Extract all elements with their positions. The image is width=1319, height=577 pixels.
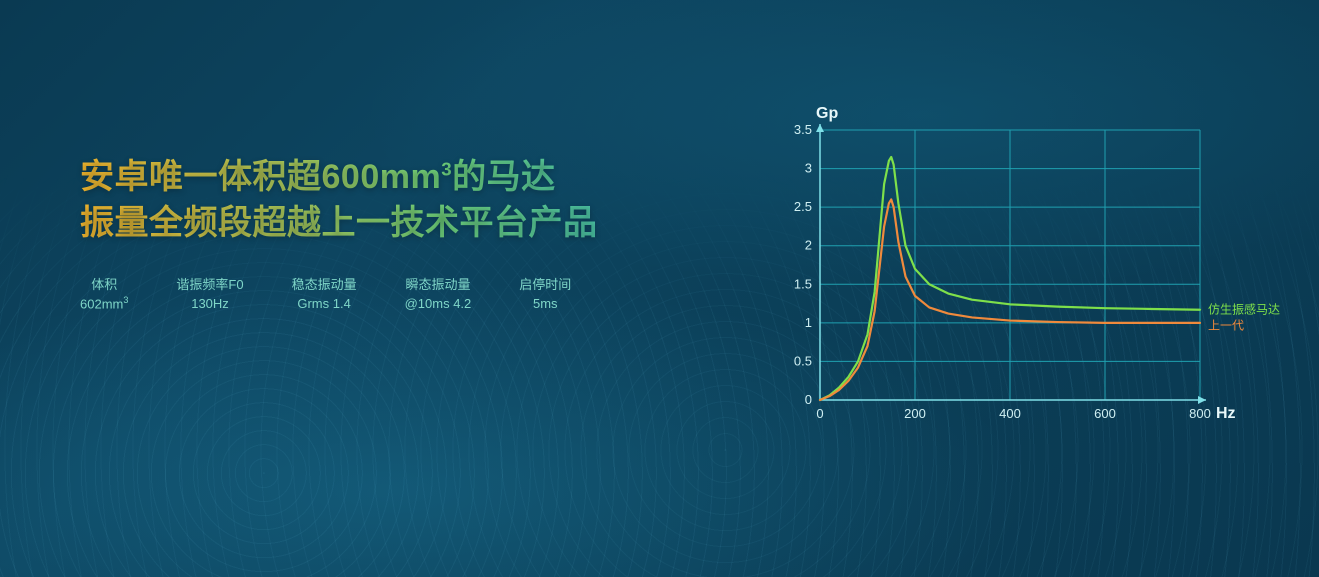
spec-label: 体积: [91, 275, 117, 295]
y-tick-label: 2: [805, 238, 812, 253]
y-tick-label: 0.5: [794, 353, 812, 368]
x-tick-label: 400: [999, 406, 1021, 421]
spec-value: @10ms 4.2: [405, 294, 472, 314]
spec-item-volume: 体积 602mm3: [80, 275, 128, 314]
spec-label: 谐振频率F0: [176, 275, 243, 295]
chart-svg: 00.511.522.533.50200400600800GpHz仿生振感马达上…: [780, 110, 1260, 440]
spec-label: 瞬态振动量: [405, 275, 470, 295]
hero-text-block: 安卓唯一体积超600mm3的马达 振量全频段超越上一技术平台产品 体积 602m…: [80, 155, 730, 314]
spec-item-startstop: 启停时间 5ms: [519, 275, 571, 314]
headline-line2: 振量全频段超越上一技术平台产品: [80, 204, 598, 242]
y-tick-label: 0: [805, 392, 812, 407]
spec-item-transient: 瞬态振动量 @10ms 4.2: [405, 275, 472, 314]
spec-value: 5ms: [533, 294, 558, 314]
x-axis-title: Hz: [1216, 405, 1236, 422]
y-tick-label: 2.5: [794, 199, 812, 214]
spec-label: 稳态振动量: [292, 275, 357, 295]
gp-hz-chart: 00.511.522.533.50200400600800GpHz仿生振感马达上…: [780, 110, 1260, 440]
headline: 安卓唯一体积超600mm3的马达 振量全频段超越上一技术平台产品: [80, 155, 730, 247]
x-tick-label: 600: [1094, 406, 1116, 421]
spec-label: 启停时间: [519, 275, 571, 295]
y-tick-label: 3: [805, 161, 812, 176]
x-tick-label: 800: [1189, 406, 1211, 421]
y-tick-label: 3.5: [794, 122, 812, 137]
headline-line1-sup: 3: [441, 159, 452, 180]
x-tick-label: 200: [904, 406, 926, 421]
y-tick-label: 1: [805, 315, 812, 330]
legend-label: 仿生振感马达: [1208, 302, 1280, 317]
spec-item-grms: 稳态振动量 Grms 1.4: [292, 275, 357, 314]
spec-list: 体积 602mm3 谐振频率F0 130Hz 稳态振动量 Grms 1.4 瞬态…: [80, 275, 730, 314]
x-tick-label: 0: [816, 406, 823, 421]
headline-line1-post: 的马达: [452, 158, 556, 196]
y-axis-title: Gp: [816, 105, 838, 122]
spec-value: 130Hz: [191, 294, 229, 314]
spec-value: 602mm3: [80, 294, 128, 314]
spec-item-frequency: 谐振频率F0 130Hz: [176, 275, 243, 314]
y-tick-label: 1.5: [794, 276, 812, 291]
spec-value: Grms 1.4: [297, 294, 350, 314]
legend-label: 上一代: [1208, 319, 1244, 333]
headline-line1-pre: 安卓唯一体积超600mm: [80, 158, 441, 196]
